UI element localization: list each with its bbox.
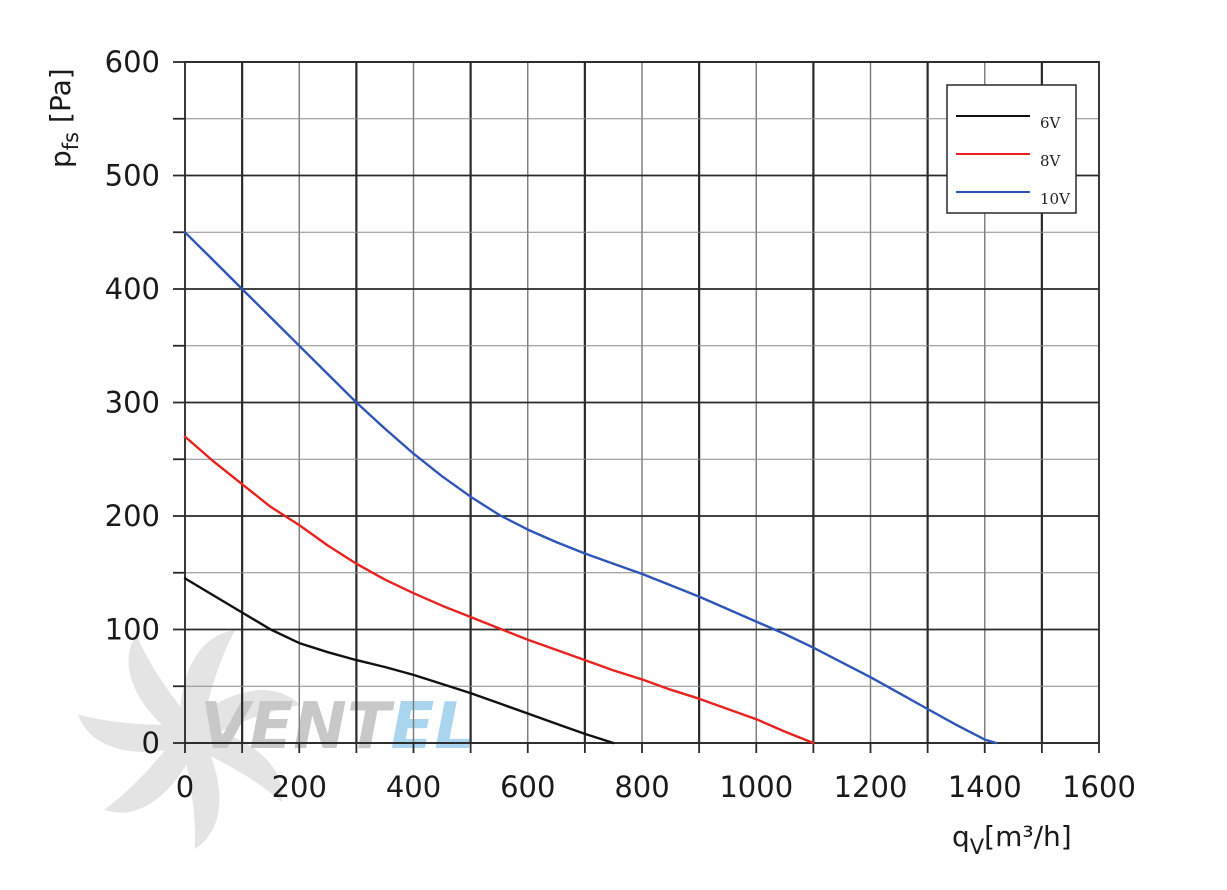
legend-label-6V: 6V (1040, 114, 1062, 132)
x-tick-label: 1600 (1062, 770, 1136, 804)
x-tick-label: 0 (176, 770, 194, 804)
x-tick-label: 1200 (834, 770, 908, 804)
x-tick-label: 400 (386, 770, 441, 804)
x-tick-label: 800 (614, 770, 669, 804)
series-line-10V (183, 231, 998, 745)
y-tick-label: 100 (105, 613, 160, 647)
x-tick-label: 600 (500, 770, 555, 804)
watermark-text-part2: EL (390, 690, 475, 764)
watermark: VENTEL (77, 630, 475, 849)
watermark-fan-blade (178, 732, 220, 849)
y-tick-label: 400 (105, 272, 160, 306)
y-axis-symbol: p (44, 150, 77, 168)
y-tick-label: 0 (142, 726, 160, 760)
legend-label-10V: 10V (1040, 190, 1071, 208)
y-tick-label: 500 (105, 159, 160, 193)
y-axis-label: pfs [Pa] (44, 68, 83, 168)
x-axis-label: qV[m³/h] (952, 820, 1072, 859)
y-axis-unit: [Pa] (44, 68, 77, 132)
plot-frame (173, 61, 1100, 753)
x-axis-unit: [m³/h] (984, 820, 1072, 853)
y-tick-label: 200 (105, 499, 160, 533)
legend: 6V 8V 10V (946, 84, 1077, 214)
x-tick-label: 1000 (719, 770, 793, 804)
x-axis-subscript: V (970, 835, 985, 859)
legend-label-8V: 8V (1040, 152, 1062, 170)
watermark-text: VENTEL (200, 690, 475, 764)
series-line-6V (183, 577, 615, 745)
watermark-fan-blade (77, 714, 196, 752)
y-tick-labels: 0 100 200 300 400 500 600 (105, 45, 160, 760)
x-tick-labels: 0 200 400 600 800 1000 1200 1400 1600 (176, 770, 1136, 804)
series-lines (183, 231, 998, 745)
y-tick-label: 300 (105, 386, 160, 420)
series-line-8V (183, 435, 815, 745)
y-tick-label: 600 (105, 45, 160, 79)
x-tick-label: 200 (272, 770, 327, 804)
watermark-text-part1: VENT (200, 690, 395, 764)
y-axis-subscript: fs (59, 132, 83, 150)
x-axis-symbol: q (952, 820, 970, 853)
x-tick-label: 1400 (948, 770, 1022, 804)
